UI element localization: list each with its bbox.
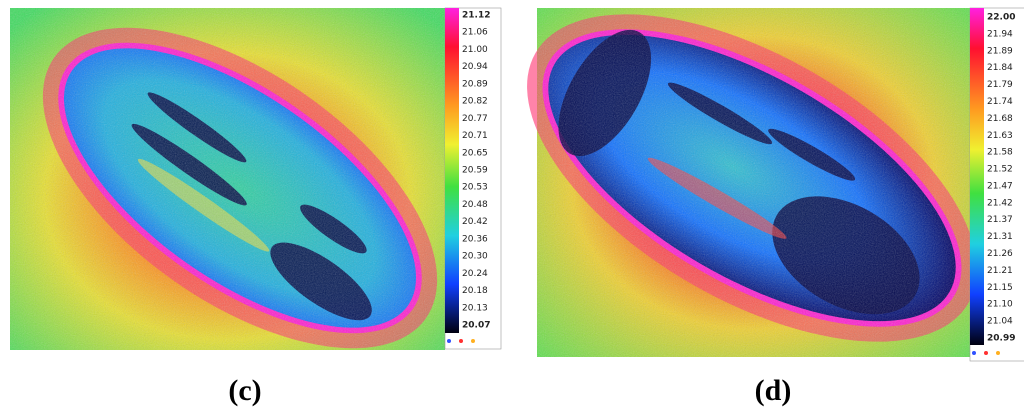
thermal-panel: 22.00 21.94 21.89 21.84 21.79 21.74 21.68 21.63… xyxy=(527,7,1024,407)
colorbar-label: 20.65 xyxy=(462,148,488,158)
colorbar-label: 20.24 xyxy=(462,269,488,279)
colorbar-label: 21.12 xyxy=(462,11,490,21)
colorbar-label: 21.00 xyxy=(462,45,488,55)
colorbar-label: 21.47 xyxy=(987,181,1013,191)
colorbar-label: 21.89 xyxy=(987,46,1013,56)
thermal-panel: 21.12 21.06 21.00 20.94 20.89 20.82 20.77 20.71… xyxy=(10,7,502,407)
colorbar-label: 20.82 xyxy=(462,97,488,107)
colorbar-label: 20.07 xyxy=(462,321,490,331)
colorbar-label: 21.26 xyxy=(987,249,1013,259)
colorbar-label: 21.06 xyxy=(462,28,488,38)
colorbar-label: 21.63 xyxy=(987,131,1013,141)
colorbar xyxy=(445,8,459,333)
colorbar-label: 20.99 xyxy=(987,334,1015,344)
colorbar-label: 20.30 xyxy=(462,252,488,262)
tool-icon xyxy=(972,351,976,355)
tool-icon xyxy=(984,351,988,355)
colorbar-label: 21.21 xyxy=(987,266,1013,276)
colorbar-label: 21.94 xyxy=(987,29,1013,39)
caption: (c) xyxy=(228,374,261,407)
colorbar-label: 21.15 xyxy=(987,283,1013,293)
colorbar-label: 21.31 xyxy=(987,232,1013,242)
colorbar-label: 20.77 xyxy=(462,114,488,124)
colorbar-label: 21.37 xyxy=(987,215,1013,225)
colorbar-label: 20.18 xyxy=(462,286,488,296)
colorbar-label: 20.36 xyxy=(462,234,488,244)
tool-icon xyxy=(459,339,463,343)
colorbar-label: 20.94 xyxy=(462,62,488,72)
colorbar-label: 21.79 xyxy=(987,80,1013,90)
colorbar-label: 21.74 xyxy=(987,97,1013,107)
colorbar-label: 20.48 xyxy=(462,200,488,210)
colorbar xyxy=(970,8,984,345)
colorbar-label: 20.59 xyxy=(462,166,488,176)
colorbar-label: 20.89 xyxy=(462,79,488,89)
colorbar-label: 20.13 xyxy=(462,303,488,313)
colorbar-label: 21.10 xyxy=(987,300,1013,310)
colorbar-label: 20.53 xyxy=(462,183,488,193)
noise xyxy=(537,8,970,357)
tool-icon xyxy=(996,351,1000,355)
colorbar-label: 20.71 xyxy=(462,131,488,141)
colorbar-label: 21.04 xyxy=(987,317,1013,327)
colorbar-label: 21.42 xyxy=(987,198,1013,208)
colorbar-label: 21.84 xyxy=(987,63,1013,73)
colorbar-label: 21.58 xyxy=(987,148,1013,158)
noise xyxy=(10,8,445,350)
caption: (d) xyxy=(755,374,792,407)
colorbar-label: 21.68 xyxy=(987,114,1013,124)
tool-icon xyxy=(447,339,451,343)
tool-icon xyxy=(471,339,475,343)
colorbar-label: 22.00 xyxy=(987,13,1015,23)
colorbar-label: 20.42 xyxy=(462,217,488,227)
colorbar-label: 21.52 xyxy=(987,165,1013,175)
